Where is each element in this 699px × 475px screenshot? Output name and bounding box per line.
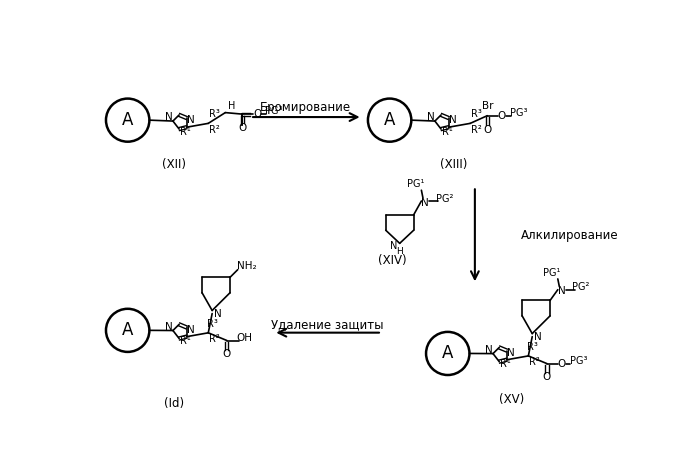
Text: N: N bbox=[187, 325, 194, 335]
Text: N: N bbox=[558, 286, 565, 296]
Text: O: O bbox=[238, 123, 247, 133]
Text: O: O bbox=[543, 372, 551, 382]
Text: H: H bbox=[396, 247, 403, 256]
Text: (XIV): (XIV) bbox=[377, 254, 406, 267]
Text: (XIII): (XIII) bbox=[440, 158, 468, 171]
Text: PG¹: PG¹ bbox=[407, 179, 424, 189]
Text: N: N bbox=[427, 112, 435, 122]
Text: PG³: PG³ bbox=[266, 106, 283, 116]
Text: R¹: R¹ bbox=[180, 127, 190, 137]
Text: A: A bbox=[384, 111, 396, 129]
Text: N: N bbox=[165, 112, 173, 122]
Text: N: N bbox=[534, 332, 542, 342]
Text: Удаление защиты: Удаление защиты bbox=[271, 318, 384, 331]
Text: R²: R² bbox=[529, 357, 540, 367]
Text: N: N bbox=[214, 309, 222, 319]
Text: O: O bbox=[498, 111, 506, 121]
Text: A: A bbox=[122, 322, 134, 339]
Text: PG³: PG³ bbox=[510, 108, 528, 118]
Text: PG²: PG² bbox=[572, 282, 590, 293]
Text: O: O bbox=[483, 124, 491, 134]
Text: PG³: PG³ bbox=[570, 355, 587, 366]
Text: N: N bbox=[390, 241, 397, 251]
Text: R¹: R¹ bbox=[180, 336, 190, 346]
Text: N: N bbox=[421, 198, 429, 208]
Text: R³: R³ bbox=[527, 342, 538, 352]
Text: R²: R² bbox=[209, 124, 220, 134]
Text: H: H bbox=[228, 102, 235, 112]
Text: N: N bbox=[165, 322, 173, 332]
Text: O: O bbox=[558, 359, 565, 369]
Text: R³: R³ bbox=[207, 319, 217, 329]
Text: A: A bbox=[122, 111, 134, 129]
Text: PG²: PG² bbox=[436, 194, 454, 204]
Text: (Id): (Id) bbox=[164, 397, 185, 410]
Text: R¹: R¹ bbox=[442, 127, 452, 137]
Text: R¹: R¹ bbox=[500, 360, 510, 370]
Text: N: N bbox=[507, 348, 514, 358]
Text: R²: R² bbox=[471, 124, 482, 134]
Text: A: A bbox=[442, 344, 454, 362]
Text: N: N bbox=[485, 345, 493, 355]
Text: (XII): (XII) bbox=[162, 158, 186, 171]
Text: NH₂: NH₂ bbox=[237, 261, 257, 271]
Text: Br: Br bbox=[482, 102, 493, 112]
Text: N: N bbox=[449, 115, 456, 125]
Text: R²: R² bbox=[209, 334, 220, 344]
Text: Бромирование: Бромирование bbox=[260, 101, 352, 114]
Text: R³: R³ bbox=[471, 109, 482, 119]
Text: OH: OH bbox=[236, 333, 252, 343]
Text: (XV): (XV) bbox=[500, 393, 525, 406]
Text: O: O bbox=[253, 109, 261, 119]
Text: O: O bbox=[223, 350, 231, 360]
Text: PG¹: PG¹ bbox=[543, 268, 561, 278]
Text: Алкилирование: Алкилирование bbox=[521, 229, 619, 242]
Text: N: N bbox=[187, 115, 194, 125]
Text: R³: R³ bbox=[209, 109, 220, 119]
